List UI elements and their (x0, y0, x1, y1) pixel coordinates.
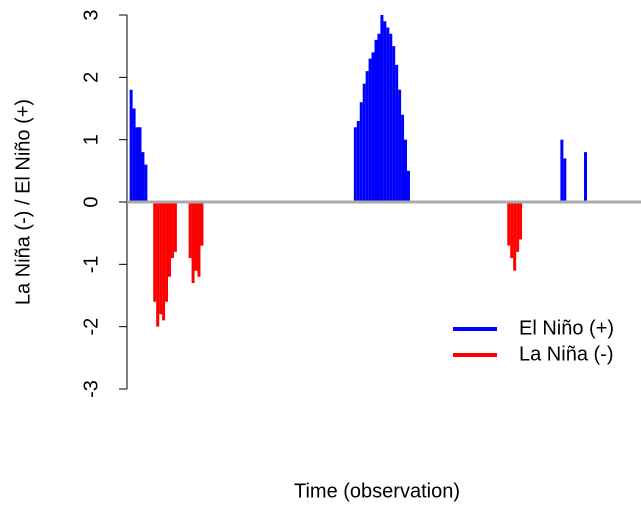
y-tick-label: -2 (80, 318, 102, 336)
y-tick-label: -3 (80, 380, 102, 398)
y-tick-label: 1 (80, 134, 102, 145)
y-tick-label: 2 (80, 72, 102, 83)
y-tick-label: 0 (80, 196, 102, 207)
legend-label: El Niño (+) (519, 317, 614, 339)
y-axis-label: La Niña (-) / El Niño (+) (12, 99, 34, 305)
x-axis-label: Time (observation) (294, 480, 460, 502)
y-tick-label: 3 (80, 9, 102, 20)
legend-label: La Niña (-) (519, 343, 613, 365)
y-tick-label: -1 (80, 255, 102, 273)
